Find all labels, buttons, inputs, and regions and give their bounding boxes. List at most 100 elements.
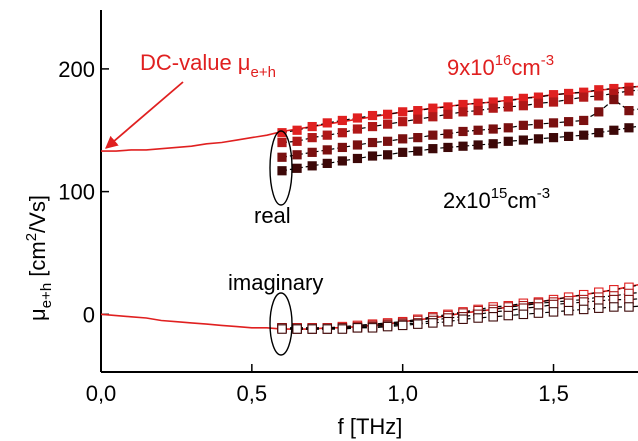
series-2-real-point [443, 109, 453, 119]
low-density-mantissa: 2x10 [443, 188, 491, 213]
series-4-real-point [398, 147, 408, 157]
x-tick-label: 1,5 [538, 381, 569, 406]
y-axis-title-unit-post: /Vs] [25, 195, 50, 233]
x-tick-label: 0,5 [237, 381, 268, 406]
series-4-imag-point [292, 324, 302, 334]
dc-value-text: DC-value μ [140, 50, 250, 75]
series-2-real-point [488, 103, 498, 113]
y-axis-title-unit-pre: [cm [25, 241, 50, 283]
series-4-real-point [352, 153, 363, 164]
series-3-real-point [277, 152, 287, 162]
low-density-unit-exp: -3 [537, 185, 550, 202]
series-2-real-point [428, 112, 438, 122]
series-2-real-point [383, 119, 393, 129]
series-2-real-point [564, 94, 574, 105]
series-4-imag-point [397, 320, 408, 331]
series-2-real-point [518, 101, 528, 111]
high-density-unit: cm [511, 55, 540, 80]
series-4-real-point [503, 136, 513, 146]
series-3-real-point [548, 118, 559, 128]
series-2-real-point [458, 107, 468, 117]
series-2-real-point [579, 92, 589, 102]
series-4-imag-point [337, 324, 348, 334]
series-4-real-point [292, 163, 302, 173]
series-3-real-point [533, 119, 544, 129]
low-density-exp: 15 [491, 185, 508, 202]
x-tick-label: 1,0 [387, 381, 418, 406]
series-3-real-point [579, 115, 589, 126]
series-4-real-point [458, 141, 468, 151]
series-3-real-point [594, 107, 604, 117]
series-layer [277, 82, 638, 334]
series-4-imag-point [322, 324, 333, 334]
y-axis-title-base: μ [25, 308, 50, 321]
series-4-imag-point [624, 302, 634, 312]
y-axis-title: μe+h [cm2/Vs] [23, 195, 55, 321]
series-3-real-point [307, 147, 317, 157]
series-4-real-point [609, 125, 619, 135]
series-4-imag-point [277, 324, 287, 334]
real-ellipse [269, 130, 293, 206]
series-2-real-point [624, 86, 634, 96]
high-density-unit-exp: -3 [541, 52, 554, 69]
series-1-real-point [322, 118, 332, 128]
x-axis-title: f [THz] [338, 414, 403, 439]
series-4-imag-point [578, 304, 589, 315]
series-3-real-point [367, 137, 378, 148]
series-1-real-point [307, 121, 317, 132]
series-4-imag-point [367, 323, 378, 333]
series-1-real-point [352, 113, 363, 123]
series-4-imag-point [458, 314, 468, 324]
y-axis-title-unit-sup: 2 [23, 233, 40, 241]
series-3-real-point [292, 150, 302, 160]
series-3-real-point [458, 126, 468, 137]
series-1-real-point [337, 115, 347, 126]
series-4-imag-point [413, 319, 423, 329]
imaginary-ellipse [269, 292, 293, 356]
series-1-real-point [292, 125, 302, 135]
series-2-real-point [367, 121, 378, 132]
series-4-real-point [307, 161, 317, 171]
series-2-real-point [352, 124, 363, 134]
series-2-real-point [503, 102, 513, 112]
series-3-real-point [503, 123, 513, 133]
series-4-real-point [367, 151, 378, 161]
series-3-real-point [624, 106, 634, 116]
high-density-mantissa: 9x10 [447, 55, 495, 80]
series-2-real-point [292, 136, 302, 146]
series-2-real-point [337, 128, 347, 138]
series-4-imag-point [533, 308, 544, 318]
series-2-real-point [548, 97, 559, 107]
series-3-real-point [443, 129, 453, 139]
series-3-real-point [398, 134, 408, 144]
series-4-real-point [488, 139, 498, 149]
series-2-real-point [533, 98, 544, 108]
series-4-real-point [473, 140, 483, 150]
series-4-real-point [413, 146, 423, 156]
series-2-real-point [413, 114, 423, 124]
y-axis-title-sub: e+h [38, 283, 55, 308]
series-3-real-point [564, 117, 574, 127]
series-1-real-point [428, 103, 438, 113]
dc-value-arrow [105, 81, 184, 149]
series-3-real-point [488, 124, 498, 134]
imaginary-label: imaginary [228, 270, 323, 295]
real-label: real [254, 203, 291, 228]
high-density-label: 9x1016cm-3 [447, 52, 554, 80]
series-4-real-point [564, 131, 574, 141]
series-4-imag-point [594, 303, 604, 313]
series-4-real-point [594, 128, 604, 138]
series-4-real-point [518, 135, 528, 145]
series-4-real-point [533, 134, 544, 144]
series-4-imag-point [443, 316, 453, 327]
series-2-real-point [307, 133, 317, 143]
series-4-imag-point [473, 313, 483, 323]
y-tick-label: 100 [58, 180, 95, 205]
low-density-unit: cm [507, 188, 536, 213]
series-4-imag-point [352, 323, 363, 333]
series-3-real-point [473, 125, 483, 135]
y-tick-label: 0 [83, 302, 95, 327]
series-4-imag-point [548, 307, 559, 317]
series-4-real-point [383, 150, 393, 160]
series-3-real-point [322, 145, 332, 155]
